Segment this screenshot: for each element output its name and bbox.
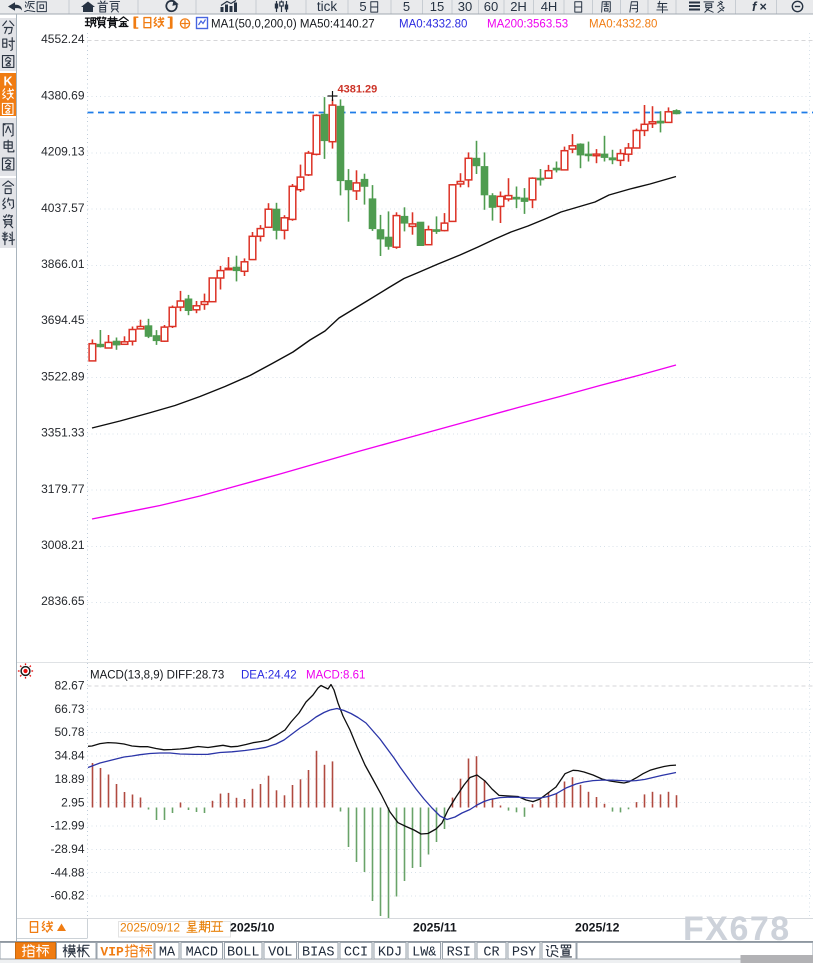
svg-text:-12.99: -12.99 [50, 819, 84, 833]
svg-text:4552.24: 4552.24 [41, 32, 85, 46]
svg-text:MACD:8.61: MACD:8.61 [306, 670, 365, 682]
svg-text:f: f [752, 0, 758, 14]
svg-text:3008.21: 3008.21 [41, 538, 85, 552]
svg-text:3866.01: 3866.01 [41, 257, 85, 271]
svg-text:2H: 2H [510, 0, 527, 14]
svg-text:CR: CR [483, 946, 499, 961]
svg-text:82.67: 82.67 [54, 679, 84, 693]
svg-text:MACD(13,8,9) DIFF:28.73: MACD(13,8,9) DIFF:28.73 [90, 670, 224, 682]
svg-text:2025/11: 2025/11 [413, 921, 457, 935]
svg-text:2.95: 2.95 [61, 795, 85, 809]
svg-text:30: 30 [458, 0, 472, 14]
svg-text:66.73: 66.73 [54, 702, 84, 716]
svg-text:RSI: RSI [447, 946, 471, 961]
svg-text:5: 5 [359, 0, 366, 14]
svg-text:×: × [760, 0, 767, 14]
svg-text:-60.82: -60.82 [50, 889, 84, 903]
svg-text:4381.29: 4381.29 [338, 84, 378, 96]
svg-text:CCI: CCI [344, 946, 368, 961]
svg-text:PSY: PSY [512, 946, 536, 961]
svg-text:MA0:4332.80: MA0:4332.80 [589, 19, 657, 31]
svg-text:4209.13: 4209.13 [41, 145, 85, 159]
svg-text:4037.57: 4037.57 [41, 201, 85, 215]
svg-text:KDJ: KDJ [378, 946, 402, 961]
svg-text:MA200:3563.53: MA200:3563.53 [487, 19, 568, 31]
svg-text:50.78: 50.78 [54, 725, 84, 739]
svg-text:tick: tick [317, 0, 338, 14]
svg-text:2025/09/12: 2025/09/12 [120, 921, 180, 935]
svg-text:3522.89: 3522.89 [41, 369, 85, 383]
svg-text:4380.69: 4380.69 [41, 88, 85, 102]
svg-text:DEA:24.42: DEA:24.42 [241, 670, 297, 682]
svg-text:MACD: MACD [186, 946, 218, 961]
svg-text:34.84: 34.84 [54, 749, 84, 763]
svg-text:VOL: VOL [268, 946, 292, 961]
svg-text:MA: MA [159, 946, 176, 961]
svg-text:MA0:4332.80: MA0:4332.80 [399, 19, 467, 31]
svg-text:3351.33: 3351.33 [41, 426, 85, 440]
svg-text:BIAS: BIAS [302, 946, 334, 961]
svg-text:-28.94: -28.94 [50, 842, 84, 856]
svg-text:VIP: VIP [100, 945, 124, 960]
svg-text:BOLL: BOLL [227, 946, 259, 961]
svg-text:15: 15 [430, 0, 444, 14]
svg-text:2836.65: 2836.65 [41, 594, 85, 608]
svg-text:18.89: 18.89 [54, 772, 84, 786]
svg-text:5: 5 [403, 0, 410, 14]
svg-text:K: K [3, 74, 12, 88]
svg-text:3694.45: 3694.45 [41, 313, 85, 327]
svg-text:4H: 4H [541, 0, 558, 14]
svg-text:2025/10: 2025/10 [230, 921, 275, 935]
svg-text:3179.77: 3179.77 [41, 482, 85, 496]
svg-text:MA1(50,0,200,0) MA50:4140.27: MA1(50,0,200,0) MA50:4140.27 [211, 19, 375, 31]
svg-text:2025/12: 2025/12 [575, 921, 620, 935]
svg-text:LW&: LW& [412, 946, 436, 961]
svg-text:-44.88: -44.88 [50, 865, 84, 879]
svg-text:60: 60 [484, 0, 498, 14]
